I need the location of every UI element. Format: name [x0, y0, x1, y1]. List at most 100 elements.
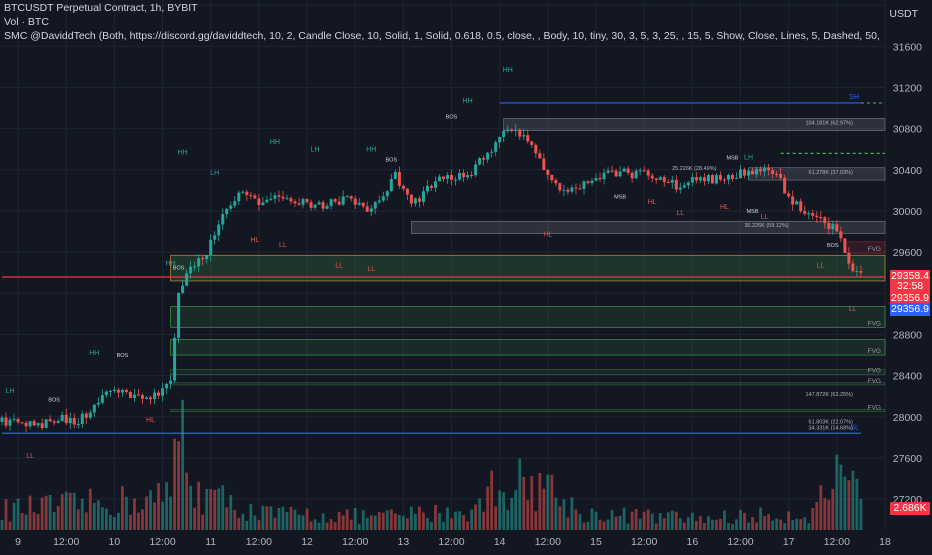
candle-body — [710, 175, 714, 184]
candle-body — [518, 129, 522, 137]
candle-body — [229, 205, 233, 209]
candle-body — [401, 185, 405, 189]
candle-body — [526, 135, 530, 142]
volume-bar — [727, 523, 730, 530]
candle-body — [586, 181, 590, 184]
candle-body — [823, 217, 827, 224]
candle-body — [759, 168, 763, 172]
structure-label: MSB — [727, 156, 739, 162]
volume-bar — [851, 470, 855, 530]
volume-bar — [68, 492, 72, 530]
candle-body — [546, 169, 550, 175]
volume-bar — [426, 517, 429, 530]
candle-body — [791, 196, 795, 205]
volume-bar — [843, 476, 847, 530]
volume-bar — [767, 514, 771, 530]
structure-label: HL — [146, 417, 155, 424]
volume-bar — [787, 511, 791, 530]
candle-body — [273, 195, 277, 199]
volume-bar — [169, 496, 172, 530]
volume-bar — [201, 514, 205, 530]
volume-bar — [514, 489, 518, 530]
candle-body — [397, 171, 401, 186]
candle-body — [618, 171, 622, 177]
candle-body — [775, 173, 779, 175]
candle-body — [309, 202, 313, 208]
volume-bar — [494, 506, 498, 530]
volume-bar — [76, 509, 80, 530]
volume-legend[interactable]: Vol · BTC — [4, 16, 49, 28]
volume-bar — [538, 472, 542, 530]
zone-5 — [170, 409, 886, 412]
candle-body — [698, 177, 702, 181]
currency-label[interactable]: USDT — [889, 8, 918, 20]
candle-body — [369, 208, 373, 212]
candle-body — [76, 423, 80, 425]
candle-body — [486, 152, 490, 160]
candle-body — [827, 223, 831, 230]
volume-bar — [401, 515, 405, 530]
candle-body — [417, 198, 421, 202]
structure-label: MSB — [747, 209, 759, 215]
zone-label: FVG — [868, 246, 881, 253]
candle-body — [694, 177, 698, 181]
candle-body — [205, 255, 209, 260]
volume-bar — [799, 519, 803, 530]
candle-body — [64, 414, 68, 424]
candle-body — [413, 198, 417, 204]
volume-bar — [365, 517, 369, 530]
volume-bar — [434, 504, 437, 530]
candle-body — [233, 201, 237, 206]
volume-bar — [618, 515, 622, 530]
volume-bar — [129, 514, 132, 530]
candle-body — [843, 238, 847, 253]
volume-bar — [803, 517, 807, 530]
volume-bar — [181, 399, 185, 530]
volume-bar — [558, 506, 562, 530]
volume-bar — [430, 522, 433, 530]
structure-label: HH — [503, 67, 513, 74]
structure-labels: HH HH HH HH HH LH LH LH HL HL HL HL HL LL LL LL LL LL LL LL… — [6, 67, 857, 460]
candle-body — [92, 404, 96, 413]
y-tick-label: 30800 — [893, 124, 922, 136]
candle-body — [811, 213, 815, 216]
volume-bar — [393, 513, 397, 530]
symbol-legend[interactable]: BTCUSDT Perpetual Contract, 1h, BYBIT — [4, 2, 198, 14]
candle-body — [345, 196, 349, 198]
volume-bar — [534, 511, 538, 530]
indicator-legend[interactable]: SMC @DaviddTech (Both, https://discord.g… — [4, 30, 882, 42]
volume-bar — [498, 490, 502, 530]
candle-body — [442, 176, 446, 179]
candle-body — [630, 172, 634, 179]
liquidity-label: SL — [850, 424, 859, 431]
volume-bar — [281, 506, 285, 530]
candle-body — [8, 419, 12, 426]
candle-body — [594, 178, 598, 181]
candle-body — [257, 198, 261, 205]
structure-label: LH — [744, 155, 753, 162]
candle-body — [574, 187, 578, 189]
zone-4 — [170, 382, 886, 386]
x-tick-label: 12:00 — [53, 536, 79, 548]
candle-body — [815, 215, 819, 218]
candle-body — [373, 202, 377, 209]
candle-body — [433, 181, 437, 188]
candle-body — [494, 142, 498, 152]
candle-body — [662, 177, 666, 182]
candle-body — [425, 185, 429, 192]
structure-label: LH — [6, 388, 15, 395]
liquidity-lines: SH SL — [2, 94, 885, 434]
candle-body — [650, 175, 654, 179]
volume-bar — [795, 518, 799, 530]
volume-bar — [52, 512, 56, 530]
volume-bar — [530, 476, 534, 530]
candle-body — [839, 231, 843, 239]
time-axis: 9 12:00 10 12:00 11 12:00 12 12:00 13 12:00 14 12:0… — [15, 536, 891, 548]
candle-body — [140, 395, 144, 399]
candle-body — [530, 141, 534, 145]
candle-body — [281, 196, 285, 199]
volume-bar — [377, 512, 381, 530]
volume-bar — [108, 514, 112, 530]
volume-bar — [325, 522, 329, 530]
